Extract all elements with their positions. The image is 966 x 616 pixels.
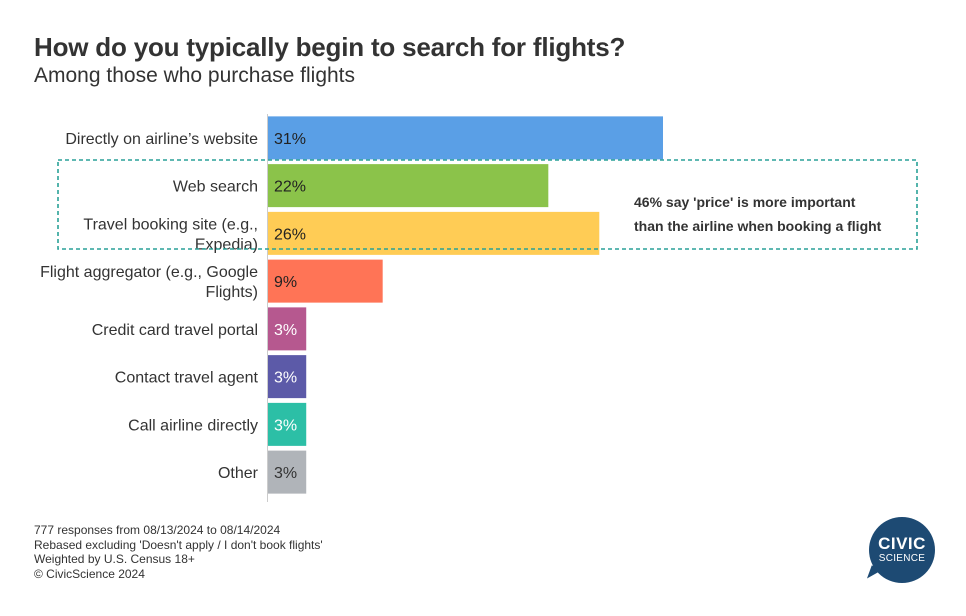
bar-value-label: 31%	[274, 131, 306, 148]
bar-value-label: 26%	[274, 226, 306, 243]
chart-subtitle: Among those who purchase flights	[34, 64, 356, 87]
footer-notes: 777 responses from 08/13/2024 to 08/14/2…	[34, 523, 323, 581]
bar	[268, 259, 383, 303]
chart-title: How do you typically begin to search for…	[34, 32, 626, 62]
bar	[268, 402, 307, 446]
bar	[268, 116, 663, 160]
civicscience-logo: CIVIC SCIENCE	[866, 517, 935, 583]
bar	[268, 307, 307, 351]
bar	[268, 355, 307, 399]
logo-line-1: CIVIC	[878, 534, 926, 553]
bar	[268, 211, 600, 255]
bar-value-label: 3%	[274, 370, 297, 387]
category-label: Expedia)	[195, 236, 258, 253]
bar-value-label: 3%	[274, 322, 297, 339]
logo-line-2: SCIENCE	[878, 553, 926, 564]
footer-line: © CivicScience 2024	[34, 566, 145, 581]
category-label: Credit card travel portal	[92, 322, 258, 339]
bar	[268, 164, 549, 208]
category-label: Other	[218, 465, 259, 482]
footer-line: Weighted by U.S. Census 18+	[34, 552, 195, 566]
category-label: Contact travel agent	[115, 370, 259, 387]
category-label: Travel booking site (e.g.,	[83, 216, 258, 233]
footer-line: 777 responses from 08/13/2024 to 08/14/2…	[34, 523, 281, 537]
bar-value-label: 3%	[274, 417, 297, 434]
category-label: Call airline directly	[128, 417, 258, 434]
callout-text: 46% say 'price' is more important	[634, 194, 856, 210]
footer-line: Rebased excluding 'Doesn't apply / I don…	[34, 537, 323, 552]
category-label: Directly on airline’s website	[65, 131, 258, 148]
callout-box	[57, 159, 918, 250]
bar	[268, 450, 307, 494]
category-label: Web search	[173, 179, 258, 196]
category-label: Flights)	[206, 284, 258, 301]
callout-text: than the airline when booking a flight	[634, 218, 882, 234]
bar-value-label: 9%	[274, 274, 297, 291]
bar-value-label: 3%	[274, 465, 297, 482]
category-label: Flight aggregator (e.g., Google	[40, 264, 258, 281]
bar-value-label: 22%	[274, 179, 306, 196]
